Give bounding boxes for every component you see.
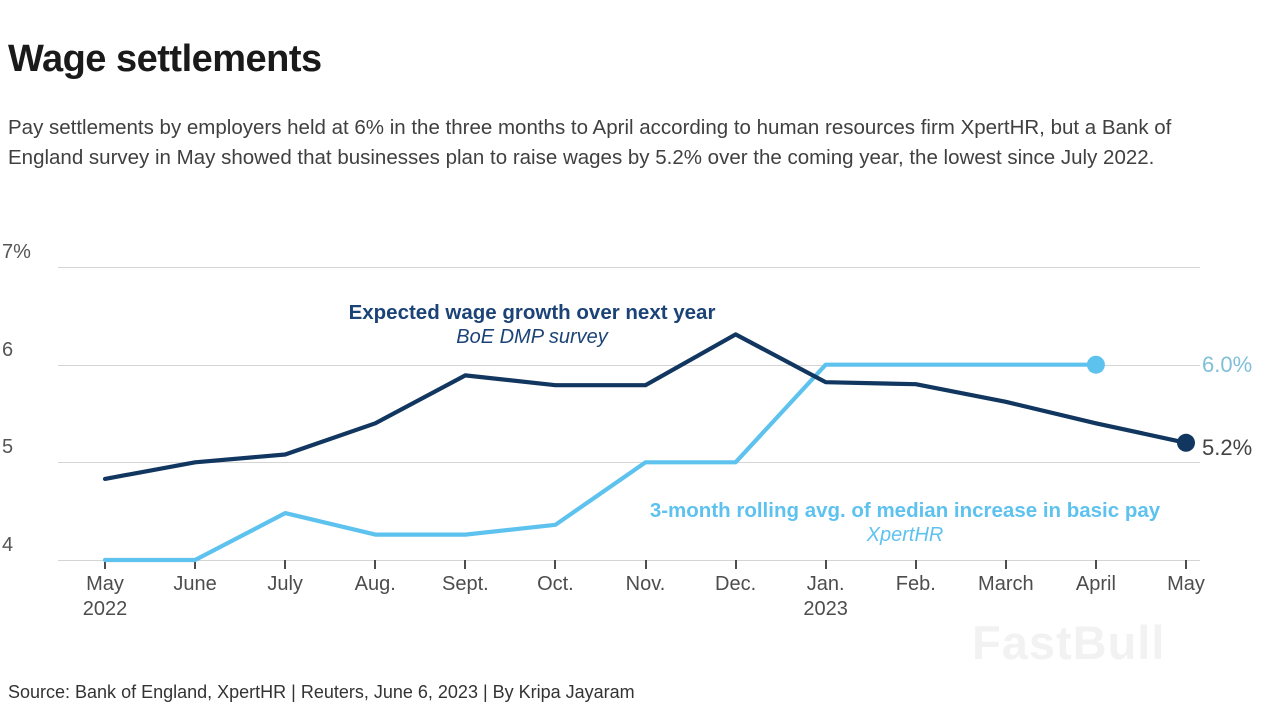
- x-axis-tick-mark: [1004, 560, 1007, 569]
- gridline-7: [58, 267, 1200, 268]
- x-axis-tick-label: Aug.: [354, 573, 396, 595]
- x-axis-tick-label: July: [267, 573, 303, 595]
- gridline-5: [58, 462, 1200, 464]
- chart-container: 7% 6 5 4 May 2022 June July Aug. Sept. Oct. Nov. Dec…: [0, 230, 1270, 650]
- y-axis-tick-label: 7%: [2, 241, 31, 263]
- series-line-blue: [102, 362, 1099, 563]
- fastbull-watermark: FastBull: [972, 616, 1166, 669]
- x-axis-tick-mark: [554, 560, 557, 569]
- x-axis-tick-mark: [374, 560, 377, 569]
- end-label-blue: 6.0%: [1202, 352, 1253, 377]
- plot-area: 7% 6 5 4 May 2022 June July Aug. Sept. Oct. Nov. Dec…: [0, 230, 1270, 650]
- x-axis-tick-mark: [644, 560, 647, 569]
- series-annotation-navy-title: Expected wage growth over next year: [348, 301, 716, 324]
- x-axis-tick-mark: [1094, 560, 1097, 569]
- x-axis-tick-mark: [464, 560, 467, 569]
- series-lines: [102, 332, 1195, 563]
- gridline-4: [58, 560, 1200, 561]
- x-axis-tick-label: Nov.: [625, 573, 666, 595]
- x-axis-tick-mark: [1185, 560, 1187, 569]
- x-axis-tick-label: Oct.: [537, 573, 574, 595]
- end-label-navy: 5.2%: [1202, 435, 1253, 460]
- y-axis-tick-label: 4: [2, 534, 14, 556]
- x-axis-tick-label: May 2022: [82, 573, 128, 620]
- x-axis-tick-mark: [914, 560, 917, 569]
- series-annotation-blue: 3-month rolling avg. of median increase …: [650, 498, 1160, 547]
- y-axis-tick-label: 5: [2, 436, 14, 459]
- x-axis-tick-label: Sept.: [441, 573, 489, 595]
- page-subtitle: Pay settlements by employers held at 6% …: [8, 115, 1172, 169]
- series-annotation-blue-subtitle: XpertHR: [866, 524, 944, 546]
- series-line-navy: [102, 332, 1189, 481]
- source-credit: Source: Bank of England, XpertHR | Reute…: [8, 682, 635, 702]
- x-axis-tick-label: Dec.: [715, 573, 757, 595]
- page-title: Wage settlements: [8, 38, 322, 81]
- x-axis-tick-label: May: [1167, 573, 1205, 595]
- series-end-dot-navy: [1177, 433, 1195, 452]
- x-axis-tick-mark: [194, 560, 197, 569]
- x-axis-tick-label: Jan. 2023: [803, 573, 848, 620]
- series-annotation-navy-subtitle: BoE DMP survey: [456, 326, 608, 348]
- series-annotation-navy: Expected wage growth over next year BoE …: [349, 300, 716, 349]
- x-axis-tick-mark: [284, 560, 287, 569]
- x-axis-tick-mark: [104, 560, 106, 569]
- x-axis-tick-label: June: [173, 573, 217, 595]
- x-axis-tick-label: Feb.: [895, 573, 936, 595]
- x-axis-tick-label: April: [1075, 573, 1116, 595]
- x-axis-tick-mark: [824, 560, 827, 569]
- gridline-6: [58, 364, 1200, 366]
- x-axis-tick-label: March: [978, 573, 1034, 595]
- series-end-dot-blue: [1086, 355, 1105, 374]
- y-axis-tick-label: 6: [2, 338, 14, 361]
- series-annotation-blue-title: 3-month rolling avg. of median increase …: [649, 499, 1161, 522]
- x-axis-tick-mark: [734, 560, 737, 569]
